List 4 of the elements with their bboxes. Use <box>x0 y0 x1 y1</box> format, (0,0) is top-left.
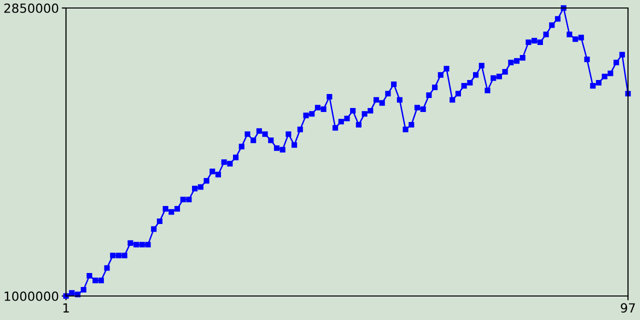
y-tick-label: 2850000 <box>4 3 58 13</box>
x-tick-label: 97 <box>620 303 635 313</box>
x-tick-label: 1 <box>63 303 69 312</box>
y-tick-label: 1000000 <box>4 291 58 301</box>
